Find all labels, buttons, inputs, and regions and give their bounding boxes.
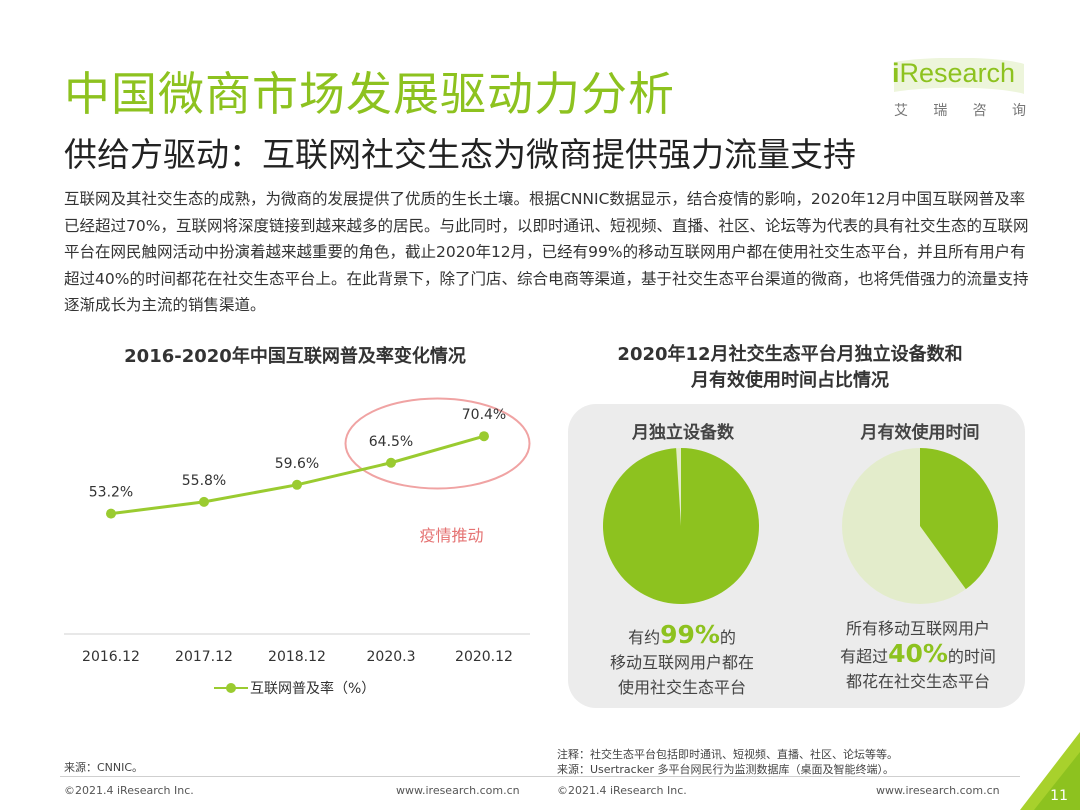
source-left: 来源：CNNIC。 [64,761,144,774]
data-point [106,508,116,519]
x-tick-label: 2018.12 [268,649,326,665]
data-point [199,496,209,507]
data-label: 53.2% [89,485,133,501]
pie-caption-line: 有超过40%的时间 [818,641,1018,669]
footer-url-right: www.iresearch.com.cn [876,784,1000,797]
pie-title-line: 2020年12月社交生态平台月独立设备数和 [617,344,963,365]
caption-text: 的 [719,628,736,647]
pie-label-time: 月有效使用时间 [860,423,980,443]
x-tick-label: 2020.12 [455,649,513,665]
footer-url-left: www.iresearch.com.cn [396,784,520,797]
logo-char: 艾 [894,103,908,119]
data-point [479,431,489,442]
pie-label-devices: 月独立设备数 [632,423,734,443]
page-title: 中国微商市场发展驱动力分析 [64,67,675,121]
data-point [292,479,302,490]
page-number: 11 [1050,788,1068,804]
annotation-label: 疫情推动 [419,526,483,545]
logo-wordmark: iResearch [892,58,1015,89]
data-label: 64.5% [369,434,413,450]
note-text: 注释：社交生态平台包括即时通讯、短视频、直播、社区、论坛等等。 [557,748,898,761]
source-right: 来源：Usertracker 多平台网民行为监测数据库（桌面及智能终端）。 [557,763,894,776]
pie-title-line: 月有效使用时间占比情况 [691,370,889,391]
logo-word: Research [899,58,1016,88]
page-subtitle: 供给方驱动：互联网社交生态为微商提供强力流量支持 [64,135,856,174]
intro-paragraph: 互联网及其社交生态的成熟，为微商的发展提供了优质的生长土壤。根据CNNIC数据显… [64,190,1029,314]
data-label: 59.6% [275,456,319,472]
pie-caption-line: 有约99%的 [584,622,780,650]
series-line [110,434,485,516]
x-tick-label: 2020.3 [367,649,416,665]
line-chart-legend: 互联网普及率（%） [214,678,375,698]
logo-char: 询 [1011,103,1026,119]
caption-highlight: 40% [888,639,948,668]
pie-chart-title: 2020年12月社交生态平台月独立设备数和 月有效使用时间占比情况 [560,342,1020,394]
pie-caption-devices: 有约99%的 移动互联网用户都在 使用社交生态平台 [584,622,780,700]
pie-caption-line: 使用社交生态平台 [617,678,746,697]
line-chart-title: 2016-2020年中国互联网普及率变化情况 [124,346,466,367]
data-point [386,457,396,468]
data-label: 70.4% [462,407,506,423]
page-corner-icon [1020,732,1080,810]
logo-char: 瑞 [933,103,948,119]
caption-text: 有超过 [840,647,889,666]
caption-text: 有约 [628,628,661,647]
x-tick-label: 2017.12 [175,649,233,665]
caption-highlight: 99% [660,620,720,649]
logo-arc-icon [894,58,1024,94]
annotation-ellipse [344,397,531,490]
logo-chinese: 艾 瑞 咨 询 [894,100,1026,120]
pie-caption-line: 所有移动互联网用户 [845,619,990,638]
legend-marker-icon [214,681,248,695]
pie-caption-line: 移动互联网用户都在 [609,653,754,672]
footer-copyright-left: ©2021.4 iResearch Inc. [64,784,194,797]
pie-caption-line: 都花在社交生态平台 [845,672,990,691]
logo-prefix: i [892,58,900,88]
legend-label: 互联网普及率（%） [250,681,376,697]
x-tick-label: 2016.12 [82,649,140,665]
footer-divider [60,776,1020,777]
caption-text: 的时间 [947,647,996,666]
footer-copyright-right: ©2021.4 iResearch Inc. [557,784,687,797]
logo-char: 咨 [972,103,987,119]
data-label: 55.8% [182,473,226,489]
pie-caption-time: 所有移动互联网用户 有超过40%的时间 都花在社交生态平台 [818,616,1018,694]
iresearch-logo: iResearch 艾 瑞 咨 询 [888,58,1028,122]
